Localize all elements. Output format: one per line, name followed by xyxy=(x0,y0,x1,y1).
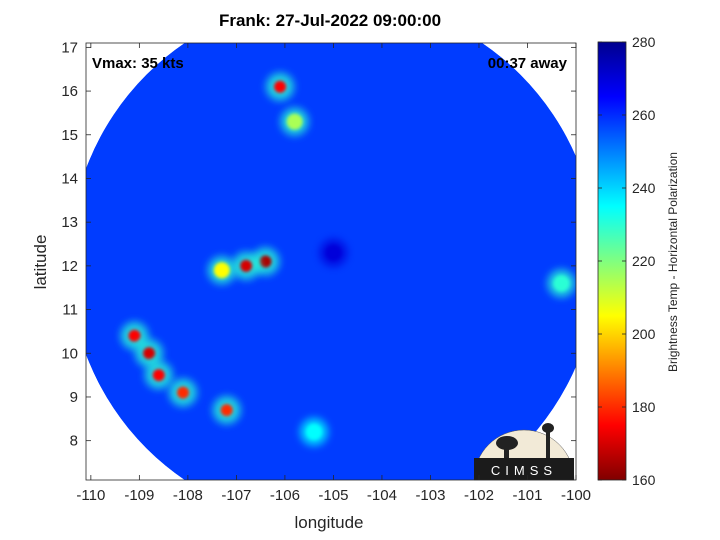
feature-rainband-north-1 xyxy=(274,80,287,93)
time-offset-annotation: 00:37 away xyxy=(488,55,568,72)
feature-band-east xyxy=(553,275,570,292)
y-tick-label: 11 xyxy=(62,302,78,319)
y-tick-label: 12 xyxy=(61,258,78,275)
y-tick-label: 14 xyxy=(61,170,78,187)
y-tick-label: 15 xyxy=(61,127,78,144)
x-tick-label: -107 xyxy=(221,487,251,504)
feature-band-sw-2 xyxy=(143,347,156,360)
y-tick-label: 8 xyxy=(70,433,78,450)
feature-rainband-north-2 xyxy=(286,113,303,130)
colorbar-tick-label: 280 xyxy=(632,34,656,50)
y-tick-label: 16 xyxy=(61,83,78,100)
x-tick-label: -104 xyxy=(367,487,397,504)
feature-band-sw-4 xyxy=(177,386,190,399)
features-group xyxy=(120,72,576,446)
y-axis-label: latitude xyxy=(31,235,50,290)
x-tick-label: -105 xyxy=(318,487,348,504)
feature-convection-core-2 xyxy=(240,259,253,272)
x-tick-label: -100 xyxy=(561,487,591,504)
axes-frame xyxy=(85,42,577,481)
x-tick-label: -106 xyxy=(270,487,300,504)
colorbar-tick-label: 200 xyxy=(632,326,656,342)
colorbar-tick-label: 240 xyxy=(632,180,656,196)
colorbar-tick-label: 160 xyxy=(632,472,656,488)
chart-title: Frank: 27-Jul-2022 09:00:00 xyxy=(219,11,441,30)
feature-convection-core-1 xyxy=(259,255,272,268)
feature-band-sw-5 xyxy=(220,404,233,417)
x-tick-label: -101 xyxy=(512,487,542,504)
logo-dish-icon xyxy=(496,436,518,450)
logo-dish-stand-icon xyxy=(504,448,509,460)
colorbar xyxy=(597,41,627,481)
x-axis-label: longitude xyxy=(294,513,363,532)
feature-convection-arm xyxy=(213,262,230,279)
x-tick-label: -109 xyxy=(124,487,154,504)
cimss-logo: CIMSS xyxy=(473,423,575,481)
logo-tower-leg-icon xyxy=(546,432,550,460)
x-tick-label: -108 xyxy=(173,487,203,504)
vmax-annotation: Vmax: 35 kts xyxy=(92,55,184,72)
y-tick-label: 17 xyxy=(61,39,78,56)
colorbar-tick-label: 220 xyxy=(632,253,656,269)
y-tick-label: 13 xyxy=(61,214,78,231)
feature-band-sw-3 xyxy=(152,369,165,382)
logo-tower-icon xyxy=(542,423,554,433)
colorbar-ticks: 160 180 200 220 240 260 280 xyxy=(598,34,656,488)
colorbar-tick-label: 180 xyxy=(632,399,656,415)
y-tick-label: 9 xyxy=(70,389,78,406)
feature-band-south xyxy=(306,423,323,440)
x-tick-label: -102 xyxy=(464,487,494,504)
colorbar-label: Brightness Temp - Horizontal Polarizatio… xyxy=(666,152,680,372)
x-tick-label: -110 xyxy=(76,487,105,504)
x-tick-label: -103 xyxy=(415,487,445,504)
axis-ticks: -110 -109 -108 -107 -106 -105 -104 -103 -102 -101… xyxy=(61,39,591,504)
logo-text: CIMSS xyxy=(491,463,557,478)
feature-eye xyxy=(325,244,342,261)
logo-band xyxy=(474,458,574,480)
y-tick-label: 10 xyxy=(61,345,78,362)
swath-layer xyxy=(86,43,576,480)
feature-band-sw-1 xyxy=(128,329,141,342)
colorbar-tick-label: 260 xyxy=(632,107,656,123)
